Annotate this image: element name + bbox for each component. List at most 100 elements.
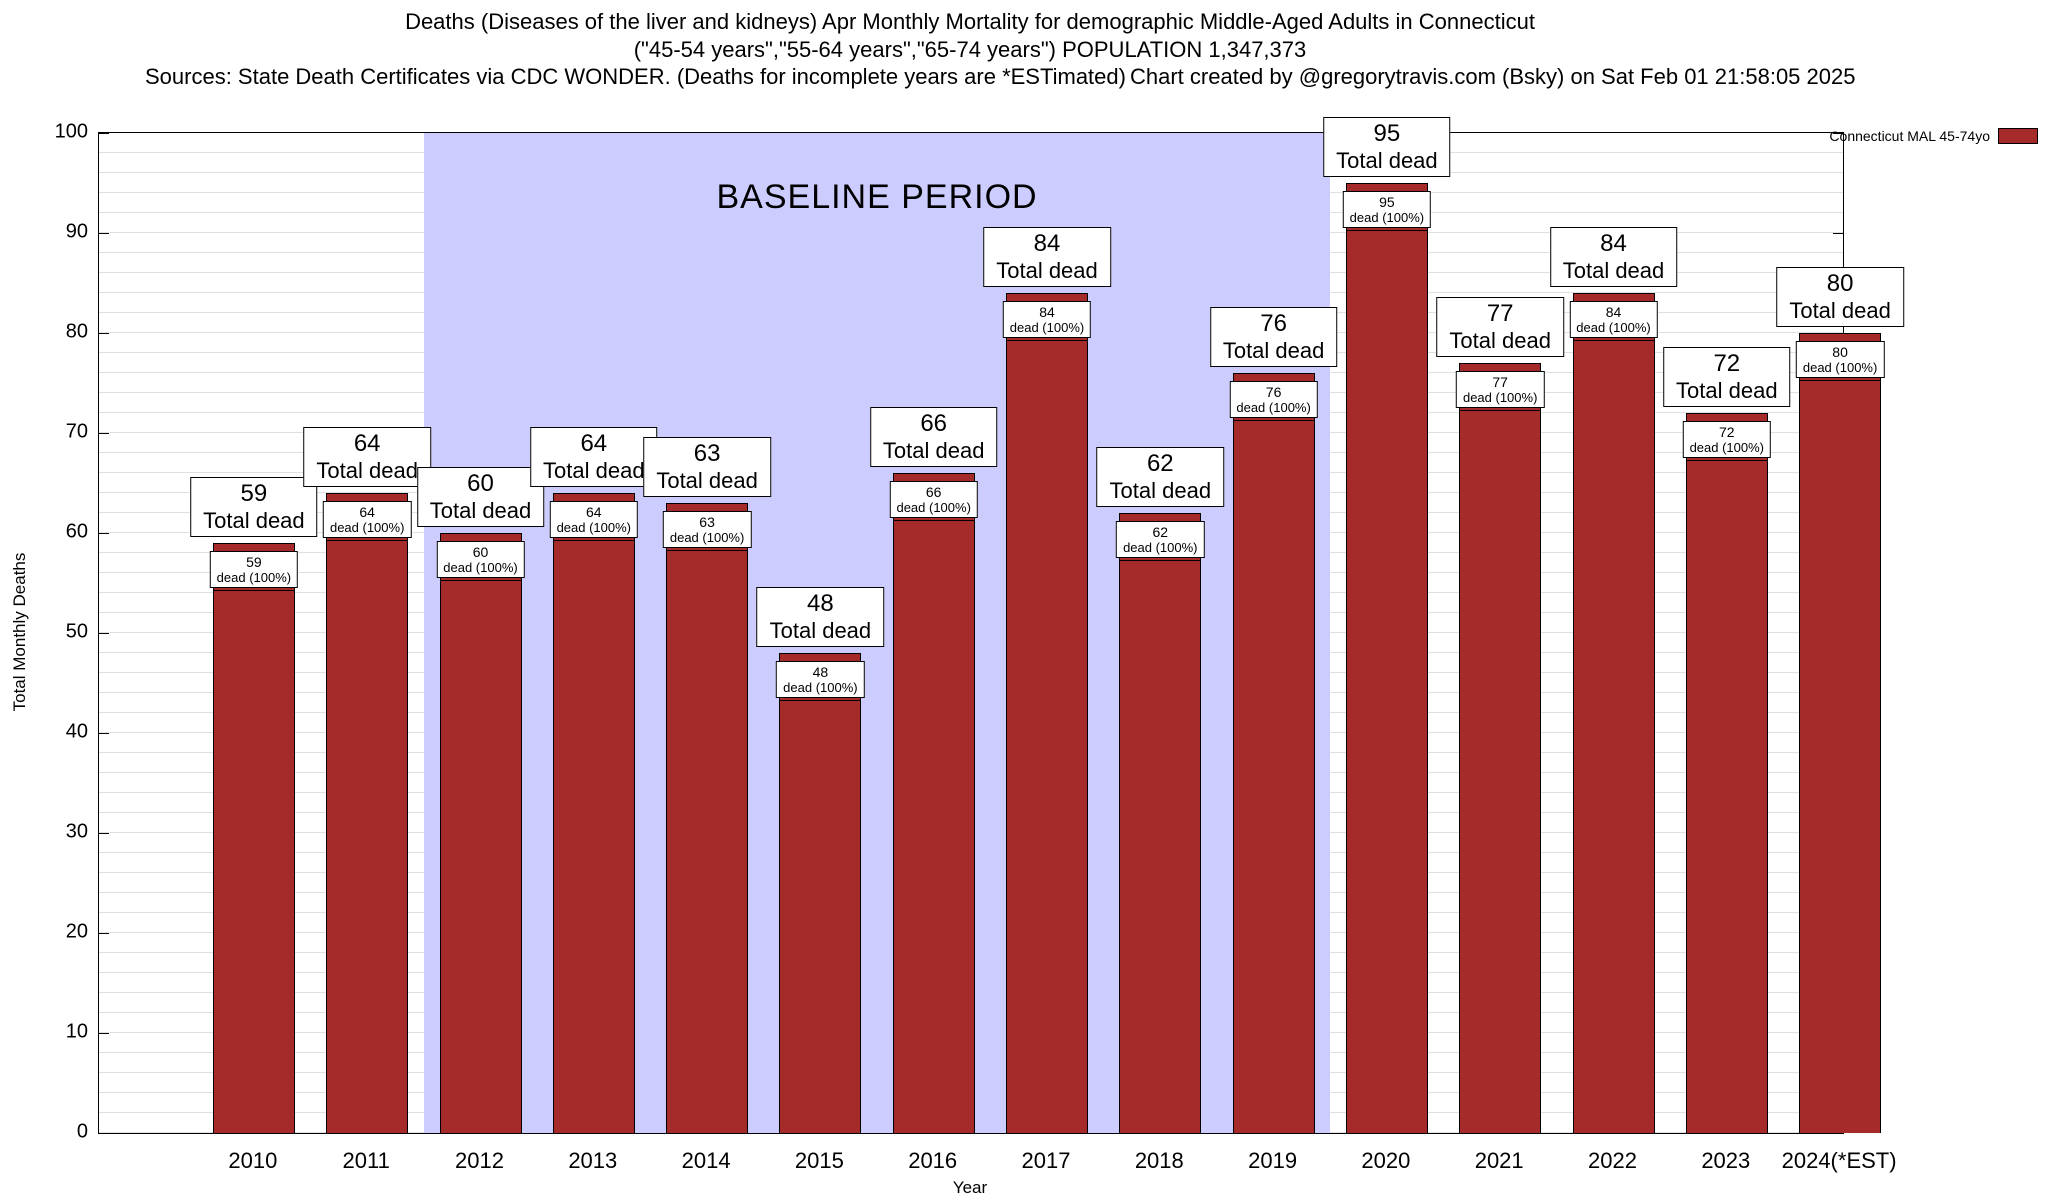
- bar-total-value: 95: [1373, 120, 1401, 147]
- bar-inner-value: 48: [812, 664, 829, 680]
- bar-inner-suffix: dead (100%): [329, 520, 405, 535]
- axis-tick: [99, 1033, 109, 1034]
- chart-subtitle: ("45-54 years","55-64 years","65-74 year…: [633, 37, 1307, 62]
- bar-inner-label: 95 dead (100%): [1342, 191, 1432, 228]
- axis-tick: [99, 1133, 109, 1134]
- bar-inner-suffix: dead (100%): [1462, 390, 1538, 405]
- x-axis-tick-label: 2024(*EST): [1781, 1148, 1897, 1173]
- bar-inner-suffix: dead (100%): [216, 570, 292, 585]
- bar-inner-value: 76: [1265, 384, 1282, 400]
- bar-2018: 62 dead (100%): [1116, 513, 1205, 1133]
- bar-inner-label: 64 dead (100%): [549, 501, 639, 538]
- bar-inner-value: 63: [699, 514, 715, 530]
- bar-2020: 95 dead (100%): [1342, 183, 1432, 1133]
- bar-inner-suffix: dead (100%): [783, 680, 858, 695]
- bar-total-suffix: Total dead: [429, 498, 532, 523]
- bar-inner-label: 76 dead (100%): [1229, 381, 1318, 418]
- bar-total-value: 64: [353, 430, 381, 457]
- bar-total-label: 95 Total dead: [1323, 117, 1451, 177]
- bar-inner-label: 77 dead (100%): [1455, 371, 1545, 408]
- chart-header: Deaths (Diseases of the liver and kidney…: [98, 8, 1842, 64]
- bar-inner-label: 59 dead (100%): [209, 551, 299, 588]
- bar-total-value: 80: [1826, 270, 1854, 297]
- x-axis-tick-label: 2011: [342, 1148, 390, 1173]
- x-axis-tick-label: 2023: [1701, 1148, 1751, 1173]
- bar-total-value: 84: [1033, 230, 1061, 257]
- bar-total-suffix: Total dead: [1109, 478, 1212, 503]
- axis-tick: [99, 733, 109, 734]
- bar-cap-divider: [1006, 340, 1088, 341]
- bar-cap-divider: [1572, 340, 1655, 341]
- bar-total-value: 60: [467, 470, 494, 497]
- x-axis: 2010 2011 2012 2013 2014 2015 2016 2017 2018 2019…: [0, 1148, 2048, 1178]
- x-axis-tick-label: 2012: [455, 1148, 504, 1173]
- bar-total-label: 64 Total dead: [530, 427, 658, 487]
- bar-2013: 64 dead (100%): [549, 493, 639, 1133]
- x-axis-tick-label: 2018: [1134, 1148, 1184, 1173]
- bar-total-value: 72: [1713, 350, 1741, 377]
- chart-plot-area: BASELINE PERIOD 59 dead (100%) 59 Total dead…: [98, 117, 1904, 1134]
- bar-2024(*EST): 80 dead (100%): [1795, 333, 1885, 1133]
- bar-total-suffix: Total dead: [1789, 298, 1891, 323]
- bar-cap-divider: [326, 540, 409, 541]
- bar-total-label: 76 Total dead: [1209, 307, 1338, 367]
- bar-total-suffix: Total dead: [543, 458, 645, 483]
- bar-total-suffix: Total dead: [203, 508, 305, 533]
- bar-inner-suffix: dead (100%): [1689, 440, 1765, 455]
- bar-inner-label: 62 dead (100%): [1116, 521, 1205, 558]
- bar-2021: 77 dead (100%): [1455, 363, 1545, 1133]
- bar-2011: 64 dead (100%): [322, 493, 412, 1133]
- bar-cap-divider: [439, 580, 522, 581]
- bar-inner-value: 64: [586, 504, 602, 520]
- bar-total-suffix: Total dead: [882, 438, 985, 463]
- bar-inner-value: 64: [359, 504, 375, 520]
- axis-tick: [99, 133, 109, 134]
- bar-total-suffix: Total dead: [769, 618, 872, 643]
- bar-cap-divider: [666, 550, 749, 551]
- bar-total-suffix: Total dead: [1449, 328, 1551, 353]
- bar-total-label: 60 Total dead: [416, 467, 545, 527]
- bar-total-value: 64: [580, 430, 608, 457]
- bar-total-suffix: Total dead: [656, 468, 758, 493]
- bar-total-label: 64 Total dead: [303, 427, 431, 487]
- x-axis-tick-label: 2015: [794, 1148, 844, 1173]
- x-axis-title: Year: [952, 1178, 988, 1197]
- bar-cap-divider: [1345, 230, 1428, 231]
- bar-inner-label: 64 dead (100%): [322, 501, 412, 538]
- y-axis-tick-label: 60: [65, 520, 88, 543]
- bar-inner-suffix: dead (100%): [1349, 210, 1425, 225]
- bar-2016: 66 dead (100%): [889, 473, 978, 1133]
- bar-inner-label: 80 dead (100%): [1795, 341, 1885, 378]
- bar-cap-divider: [212, 590, 295, 591]
- bar-total-label: 84 Total dead: [1549, 227, 1678, 287]
- bar-inner-value: 72: [1719, 424, 1735, 440]
- y-axis-tick-label: 40: [65, 720, 88, 743]
- bar-2017: 84 dead (100%): [1002, 293, 1092, 1133]
- axis-tick: [1833, 233, 1843, 234]
- x-axis-tick-label: 2016: [908, 1148, 958, 1173]
- bar-inner-suffix: dead (100%): [1123, 540, 1198, 555]
- bar-2023: 72 dead (100%): [1682, 413, 1772, 1133]
- bar-inner-value: 84: [1605, 304, 1622, 320]
- bar-total-suffix: Total dead: [1336, 148, 1438, 173]
- bar-inner-value: 59: [246, 554, 262, 570]
- y-axis-tick-label: 100: [54, 120, 88, 143]
- x-axis-tick-label: 2010: [228, 1148, 278, 1173]
- bar-total-suffix: Total dead: [996, 258, 1098, 283]
- bar-inner-value: 84: [1039, 304, 1055, 320]
- bar-cap-divider: [892, 520, 975, 521]
- x-axis-tick-label: 2019: [1248, 1148, 1298, 1173]
- bar-inner-suffix: dead (100%): [669, 530, 745, 545]
- axis-tick: [1833, 133, 1843, 134]
- x-axis-tick-label: 2022: [1588, 1148, 1637, 1173]
- y-axis-tick-label: 70: [65, 420, 88, 443]
- bar-inner-value: 95: [1379, 194, 1395, 210]
- y-axis-tick-label: 30: [65, 820, 88, 843]
- bar-cap-divider: [552, 540, 635, 541]
- bar-total-label: 84 Total dead: [983, 227, 1111, 287]
- axis-tick: [1833, 1133, 1843, 1134]
- x-axis-tick-label: 2020: [1361, 1148, 1411, 1173]
- bar-total-label: 66 Total dead: [869, 407, 998, 467]
- chart-title: Deaths (Diseases of the liver and kidney…: [405, 9, 1535, 34]
- x-axis-tick-label: 2021: [1474, 1148, 1524, 1173]
